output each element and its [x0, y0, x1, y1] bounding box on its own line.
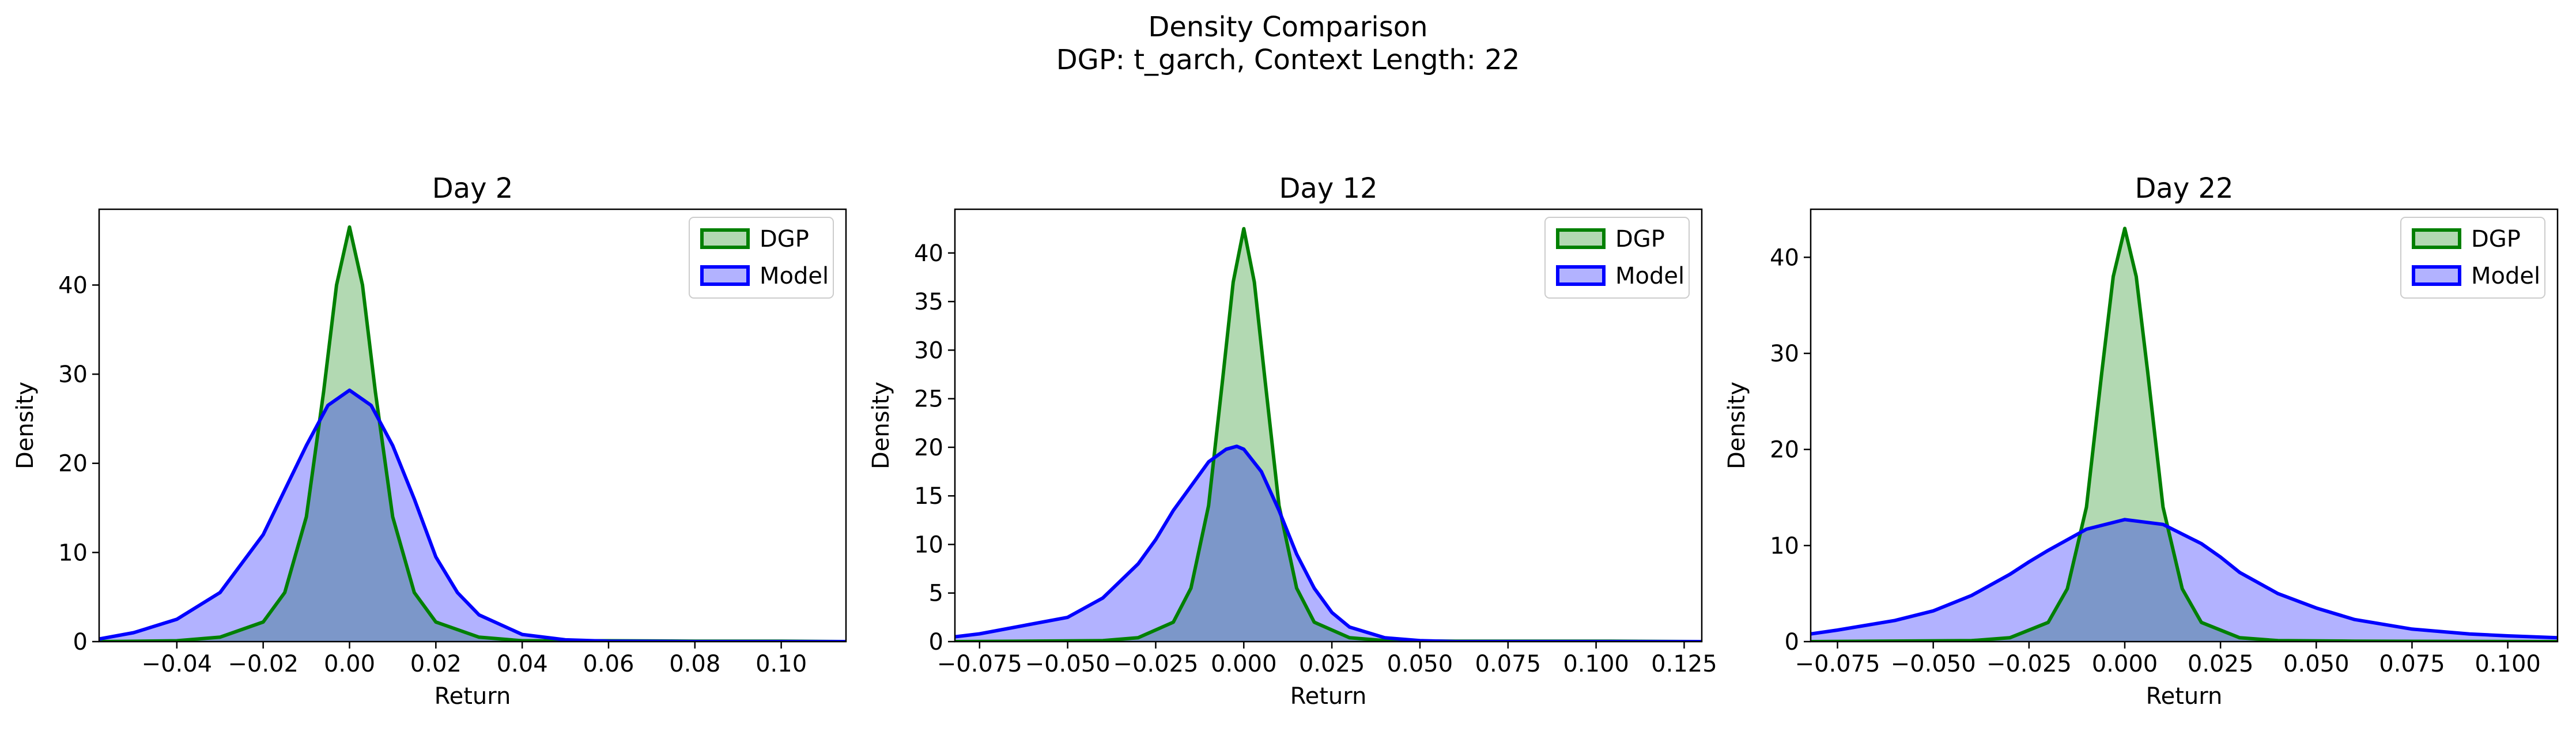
x-tick-label: 0.04 — [497, 651, 548, 677]
legend-swatch-model — [1556, 265, 1606, 286]
y-tick-label: 40 — [58, 272, 88, 299]
model-area — [99, 390, 846, 642]
y-axis-label: Density — [868, 382, 894, 469]
y-tick-label: 25 — [914, 386, 943, 413]
legend-box — [2400, 217, 2545, 299]
legend-box — [689, 217, 834, 299]
x-tick-label: 0.00 — [324, 651, 375, 677]
figure-title: Density Comparison — [1148, 11, 1427, 43]
legend-swatch-dgp — [700, 228, 750, 249]
x-axis-label: Return — [435, 683, 511, 710]
x-axis-label: Return — [1290, 683, 1367, 710]
y-tick-label: 30 — [914, 337, 943, 364]
y-tick-label: 0 — [73, 629, 88, 655]
y-tick-label: 30 — [58, 361, 88, 388]
y-tick-label: 35 — [914, 289, 943, 315]
model-area — [955, 446, 1702, 642]
x-tick-label: −0.050 — [1025, 651, 1111, 677]
legend-label-model: Model — [1615, 263, 1684, 289]
x-tick-label: 0.06 — [583, 651, 634, 677]
legend-swatch-model — [700, 265, 750, 286]
y-tick-label: 20 — [914, 435, 943, 461]
legend-label-model: Model — [760, 263, 829, 289]
x-tick-label: 0.050 — [1387, 651, 1453, 677]
panel-title: Day 2 — [432, 172, 513, 205]
plot-area — [1811, 227, 2558, 642]
y-tick-label: 15 — [914, 483, 943, 510]
y-tick-label: 30 — [1770, 341, 1799, 367]
x-tick-label: −0.025 — [1113, 651, 1198, 677]
x-tick-label: 0.000 — [1211, 651, 1277, 677]
axes-frame — [98, 208, 847, 643]
y-tick-label: 20 — [1770, 437, 1799, 463]
x-tick-label: 0.025 — [1299, 651, 1365, 677]
y-tick-label: 0 — [929, 629, 943, 655]
legend-label-model: Model — [2471, 263, 2540, 289]
x-tick-label: −0.050 — [1891, 651, 1976, 677]
model-area — [1811, 519, 2558, 642]
y-axis-label: Density — [1724, 382, 1750, 469]
x-tick-label: 0.025 — [2188, 651, 2254, 677]
x-tick-label: 0.02 — [410, 651, 462, 677]
x-tick-label: −0.02 — [228, 651, 299, 677]
x-tick-label: 0.050 — [2283, 651, 2350, 677]
x-tick-label: 0.125 — [1651, 651, 1717, 677]
legend-swatch-model — [2412, 265, 2461, 286]
legend: DGP Model — [1544, 217, 1690, 299]
y-tick-label: 10 — [914, 532, 943, 558]
legend-swatch-dgp — [1556, 228, 1606, 249]
panel-title: Day 22 — [2135, 172, 2233, 205]
y-axis-label: Density — [12, 382, 39, 469]
x-tick-label: 0.10 — [756, 651, 807, 677]
x-axis-label: Return — [2146, 683, 2223, 710]
panel-3: Day 22 −0.075 −0.050 −0.025 0.000 0.025 0.050 0… — [1724, 172, 2559, 710]
x-tick-label: −0.04 — [142, 651, 213, 677]
x-tick-label: 0.075 — [1475, 651, 1542, 677]
legend-label-dgp: DGP — [2471, 226, 2521, 252]
y-tick-label: 40 — [1770, 244, 1799, 271]
y-tick-label: 0 — [1785, 629, 1799, 655]
x-tick-label: 0.08 — [669, 651, 720, 677]
y-tick-label: 5 — [929, 581, 943, 607]
model-line — [99, 388, 846, 642]
legend: DGP Model — [2400, 217, 2545, 299]
y-tick-label: 10 — [1770, 533, 1799, 559]
x-tick-label: 0.075 — [2379, 651, 2445, 677]
axes-frame — [1810, 208, 2559, 643]
legend: DGP Model — [689, 217, 834, 299]
legend-box — [1544, 217, 1690, 299]
x-tick-label: −0.075 — [1795, 651, 1880, 677]
y-tick-label: 40 — [914, 240, 943, 267]
legend-swatch-dgp — [2412, 228, 2461, 249]
legend-label-dgp: DGP — [760, 226, 809, 252]
figure-subtitle: DGP: t_garch, Context Length: 22 — [1056, 44, 1520, 76]
legend-label-dgp: DGP — [1615, 226, 1665, 252]
plot-area — [99, 225, 846, 642]
model-line — [1811, 518, 2558, 640]
panel-1: Day 2 −0.04 −0.02 0.00 0.02 0.04 0.06 0.08 0.10 0… — [12, 172, 847, 710]
dgp-line — [955, 227, 1702, 642]
panels: Day 2−0.04 −0.02 0.00 0.02 0.04 0.06 0.08 0.100… — [12, 172, 2559, 710]
dgp-line — [1811, 227, 2558, 642]
x-tick-label: 0.100 — [1563, 651, 1629, 677]
panel-title: Day 12 — [1279, 172, 1377, 205]
panel-2: Day 12 −0.075 −0.050 −0.025 0.000 0.025 0.050 0… — [868, 172, 1717, 710]
axes-frame — [954, 208, 1703, 643]
x-tick-label: 0.000 — [2092, 651, 2158, 677]
x-tick-label: −0.075 — [937, 651, 1022, 677]
y-tick-label: 10 — [58, 540, 88, 566]
y-tick-label: 20 — [58, 451, 88, 477]
x-tick-label: −0.025 — [1986, 651, 2072, 677]
x-tick-label: 0.100 — [2475, 651, 2541, 677]
